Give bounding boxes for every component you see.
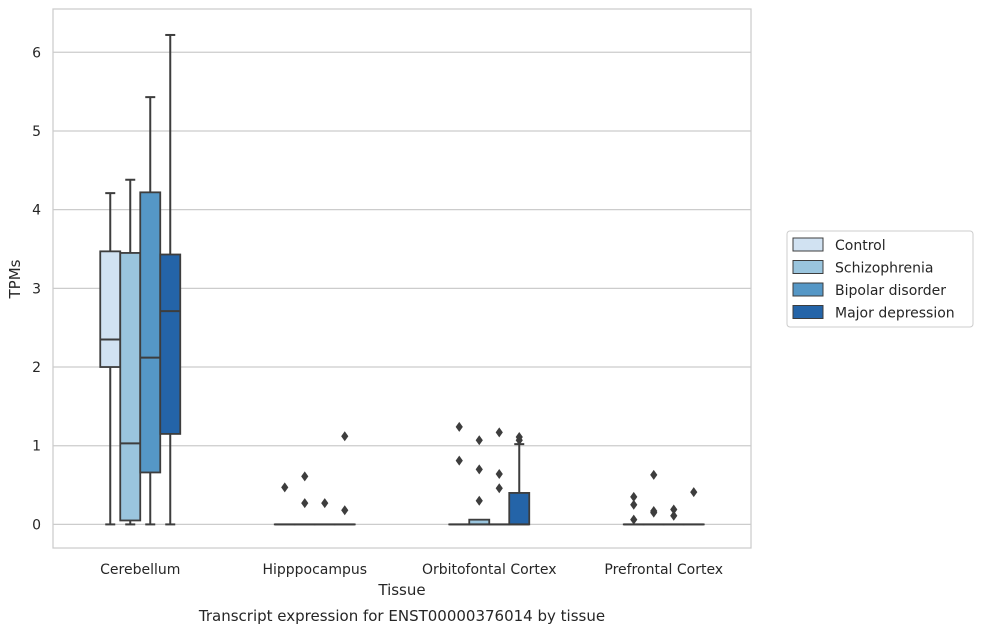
y-tick-label: 5: [32, 124, 41, 140]
outlier-point: [321, 498, 329, 509]
legend-swatch: [792, 282, 824, 297]
box-body: [159, 253, 182, 435]
box-body: [119, 252, 142, 522]
box-body: [508, 492, 531, 526]
outlier-point: [690, 487, 698, 498]
legend-frame: [786, 230, 974, 328]
box-0-2: [139, 96, 162, 526]
outlier-point: [341, 505, 349, 516]
outlier-point: [650, 507, 658, 518]
plot-frame: [52, 8, 752, 549]
box-0-1: [119, 178, 142, 526]
box-0-0: [99, 192, 122, 526]
x-tick-label: Prefrontal Cortex: [604, 562, 723, 578]
outlier-point: [281, 482, 289, 493]
outlier-point: [455, 455, 463, 466]
box-0-3: [159, 33, 182, 526]
y-tick-label: 4: [32, 203, 41, 219]
box-groups: [99, 33, 705, 526]
outlier-point: [301, 471, 309, 482]
legend: Control Schizophrenia Bipolar disorder Majo…: [786, 230, 974, 328]
x-axis-label: Tissue: [377, 581, 425, 599]
outlier-point: [495, 483, 503, 494]
outlier-point: [670, 510, 678, 521]
outlier-point: [495, 469, 503, 480]
outlier-point: [455, 421, 463, 432]
y-tick-label: 6: [32, 45, 41, 61]
chart-caption: Transcript expression for ENST0000037601…: [198, 607, 605, 625]
outlier-point: [475, 464, 483, 475]
y-tick-label: 3: [32, 281, 41, 297]
legend-label: Major depression: [835, 306, 955, 322]
y-tick-labels: 0 1 2 3 4 5 6: [32, 45, 41, 533]
box-3-1: [642, 469, 665, 526]
box-2-0: [448, 421, 471, 526]
legend-label: Control: [835, 238, 886, 254]
outlier-point: [341, 431, 349, 442]
outlier-point: [301, 498, 309, 509]
outlier-point: [670, 504, 678, 515]
x-tick-label: Hipppocampus: [262, 562, 367, 578]
x-tick-label: Cerebellum: [100, 562, 180, 578]
legend-swatch: [792, 305, 824, 319]
legend-label: Schizophrenia: [835, 261, 933, 277]
y-tick-label: 2: [32, 360, 41, 376]
y-tick-label: 0: [32, 517, 41, 533]
box-1-0: [273, 482, 296, 526]
y-tick-label: 1: [32, 439, 41, 455]
outlier-point: [495, 427, 503, 438]
box-1-3: [333, 431, 356, 526]
box-3-3: [682, 487, 705, 526]
legend-label: Bipolar disorder: [835, 283, 946, 299]
outlier-point: [630, 499, 638, 510]
outlier-point: [630, 514, 638, 525]
box-body: [139, 191, 162, 474]
box-1-1: [293, 471, 316, 526]
box-2-3: [508, 432, 531, 526]
box-3-0: [622, 491, 645, 526]
x-tick-labels: Cerebellum Hipppocampus Orbitofontal Corte…: [100, 562, 723, 578]
outlier-point: [475, 435, 483, 446]
legend-swatch: [792, 260, 824, 274]
x-tick-label: Orbitofontal Cortex: [422, 562, 557, 578]
legend-swatch: [792, 237, 824, 252]
box-body: [99, 250, 122, 368]
box-3-2: [662, 504, 685, 526]
y-axis-label: TPMs: [6, 259, 24, 299]
outlier-point: [650, 469, 658, 480]
box-2-2: [488, 427, 511, 526]
outlier-point: [630, 491, 638, 502]
box-2-1: [468, 435, 491, 526]
box-1-2: [313, 498, 336, 526]
outlier-point: [515, 435, 523, 446]
outlier-point: [475, 495, 483, 506]
